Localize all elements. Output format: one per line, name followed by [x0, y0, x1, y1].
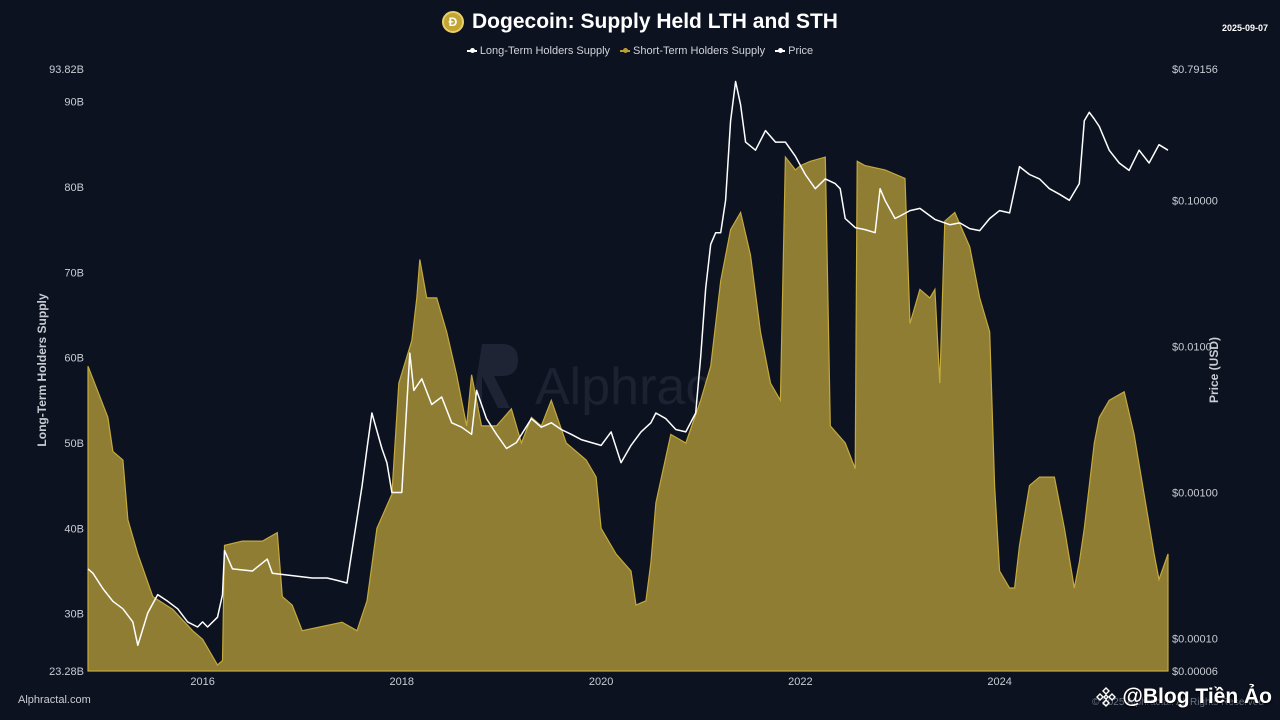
legend-label-sth: Short-Term Holders Supply [633, 45, 766, 57]
x-tick-label: 2022 [788, 676, 812, 688]
y-tick-label: 23.28B [49, 666, 84, 678]
chart-header: Ð Dogecoin: Supply Held LTH and STH [0, 10, 1280, 34]
chart-title: Dogecoin: Supply Held LTH and STH [472, 10, 838, 33]
y-axis-label-right: Price (USD) [1207, 337, 1221, 403]
x-axis: 2016 2018 2020 2022 2024 [190, 676, 1011, 688]
price-line [87, 80, 1169, 647]
y2-tick-label: $0.0100 [1172, 341, 1212, 353]
blog-badge-text: @Blog Tiền Ảo [1122, 685, 1272, 708]
y2-tick-label: $0.10000 [1172, 195, 1218, 207]
dogecoin-icon: Ð [442, 11, 465, 33]
x-tick-label: 2024 [987, 676, 1011, 688]
y-tick-label: 93.82B [49, 64, 84, 76]
y2-tick-label: $0.00100 [1172, 488, 1218, 500]
y-tick-label: 80B [64, 182, 84, 194]
y2-tick-label: $0.00010 [1172, 634, 1218, 646]
y-tick-label: 40B [64, 523, 84, 535]
x-tick-label: 2016 [190, 676, 214, 688]
legend-swatch-lth [466, 48, 477, 53]
chart-date: 2025-09-07 [1221, 23, 1268, 33]
copyright-text: © 2025 Alphractal. All Rights Reserved [1092, 697, 1264, 708]
sth-supply-area [87, 155, 1169, 672]
binance-diamond-icon [1096, 687, 1117, 707]
right-axis: $0.00006 $0.00010 $0.00100 $0.0100 $0.10000 $… [1172, 64, 1218, 678]
x-tick-label: 2018 [390, 676, 414, 688]
legend-label-price: Price [788, 45, 814, 57]
legend-swatch-sth [620, 48, 631, 53]
sth-area-layer [87, 155, 1169, 672]
y-tick-label: 30B [64, 609, 84, 621]
y-tick-label: 60B [64, 353, 84, 365]
y-tick-label: 90B [64, 97, 84, 109]
legend-label-lth: Long-Term Holders Supply [479, 45, 611, 57]
y2-tick-label: $0.79156 [1172, 64, 1218, 76]
legend-item-sth[interactable]: Short-Term Holders Supply [620, 45, 765, 57]
legend-item-lth[interactable]: Long-Term Holders Supply [466, 45, 611, 57]
y-tick-label: 70B [64, 267, 84, 279]
price-line-layer [87, 80, 1169, 647]
y-axis-label-left: Long-Term Holders Supply [35, 293, 49, 446]
chart-legend: Long-Term Holders Supply Short-Term Hold… [0, 45, 1280, 57]
x-tick-label: 2020 [589, 676, 613, 688]
legend-swatch-price [775, 48, 786, 53]
legend-item-price[interactable]: Price [775, 45, 813, 57]
left-axis: 23.28B 30B 40B 50B 60B 70B 80B 90B 93.82B [49, 64, 84, 678]
source-label: Alphractal.com [18, 694, 91, 706]
watermark-logo-icon [472, 344, 518, 408]
y2-tick-label: $0.00006 [1172, 666, 1218, 678]
y-tick-label: 50B [64, 438, 84, 450]
blog-badge: @Blog Tiền Ảo [1096, 685, 1272, 709]
